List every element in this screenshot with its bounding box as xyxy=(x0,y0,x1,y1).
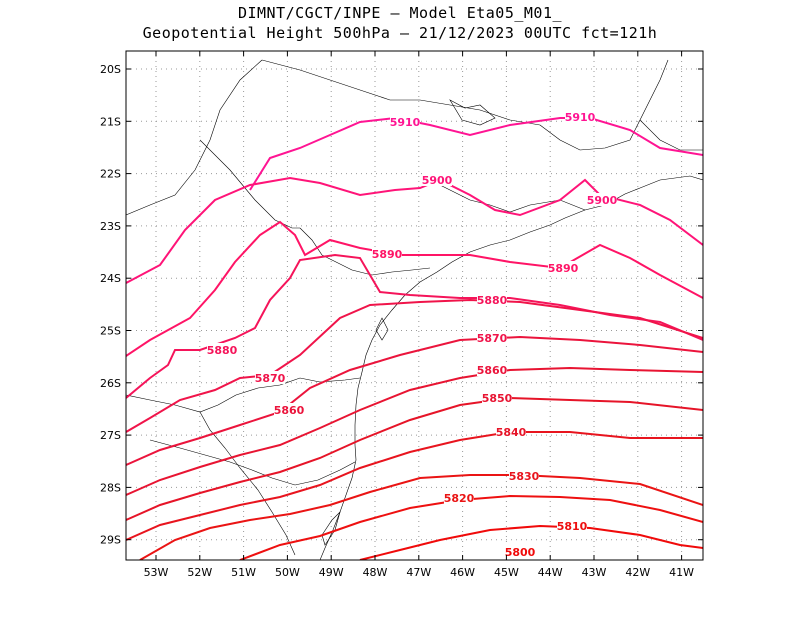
contour-label: 5800 xyxy=(505,546,536,559)
contour-label-bg xyxy=(390,115,420,128)
contour-label: 5890 xyxy=(372,248,403,261)
coastline-and-borders xyxy=(126,59,703,560)
lon-label: 43W xyxy=(582,566,607,579)
contour-label-bg xyxy=(255,371,285,384)
contour-label: 5820 xyxy=(444,492,475,505)
lon-label: 52W xyxy=(187,566,212,579)
border-parana-santa-catarina xyxy=(235,377,361,396)
contour-label-bg xyxy=(557,519,587,532)
map-frame xyxy=(125,50,704,561)
contour-label: 5870 xyxy=(477,332,508,345)
lon-label: 50W xyxy=(275,566,300,579)
contour-label: 5840 xyxy=(496,426,527,439)
contour-label: 5900 xyxy=(422,174,453,187)
lon-label: 45W xyxy=(494,566,519,579)
lon-label: 44W xyxy=(538,566,563,579)
contour-label-bg xyxy=(207,343,237,356)
contour-label: 5910 xyxy=(390,116,421,129)
contour-label-bg xyxy=(422,173,452,186)
lon-label: 49W xyxy=(319,566,344,579)
lat-label: 27S xyxy=(100,429,121,442)
contour-label-bg xyxy=(509,469,539,482)
contour-label: 5810 xyxy=(557,520,588,533)
contour-label-bg xyxy=(565,110,595,123)
contour-label-bg xyxy=(587,193,617,206)
lon-label: 51W xyxy=(231,566,256,579)
state-border-es xyxy=(639,119,703,151)
contour-label: 5880 xyxy=(207,344,238,357)
lat-label: 20S xyxy=(100,63,121,76)
lat-label: 29S xyxy=(100,534,121,547)
contour-5890 xyxy=(126,220,703,357)
contour-label: 5880 xyxy=(477,294,508,307)
contour-label: 5830 xyxy=(509,470,540,483)
contour-label-bg xyxy=(482,391,512,404)
border-ms-sp xyxy=(126,59,263,216)
border-rj-sp xyxy=(429,179,586,213)
contour-label: 5910 xyxy=(565,111,596,124)
contour-5860 xyxy=(126,335,703,466)
contour-5850 xyxy=(126,366,703,496)
contour-label-bg xyxy=(496,425,526,438)
contour-label: 5860 xyxy=(274,404,305,417)
contour-label-bg xyxy=(477,363,507,376)
contour-label-bg xyxy=(548,261,578,274)
contour-5800 xyxy=(359,524,703,560)
lagoon-patos xyxy=(321,510,341,546)
contour-label: 5870 xyxy=(255,372,286,385)
lon-label: 46W xyxy=(450,566,475,579)
contour-label-bg xyxy=(444,491,474,504)
contour-label: 5900 xyxy=(587,194,618,207)
contour-5880 xyxy=(126,253,703,399)
lat-label: 25S xyxy=(100,325,121,338)
contour-label-bg xyxy=(477,293,507,306)
contour-5870 xyxy=(126,298,703,433)
contour-5910 xyxy=(249,116,703,191)
border-argentina xyxy=(126,394,237,413)
river-parana xyxy=(199,139,300,229)
contour-label: 5860 xyxy=(477,364,508,377)
lon-label: 47W xyxy=(406,566,431,579)
border-mg-rj xyxy=(539,59,669,151)
contour-5810 xyxy=(239,494,703,560)
lat-label: 22S xyxy=(100,168,121,181)
contour-label-bg xyxy=(274,403,304,416)
title-line-1: DIMNT/CGCT/INPE – Model Eta05_M01_ xyxy=(237,4,563,22)
contour-5830 xyxy=(126,431,703,541)
lon-label: 53W xyxy=(144,566,169,579)
title-line-2: Geopotential Height 500hPa – 21/12/2023 … xyxy=(142,24,658,42)
lat-label: 28S xyxy=(100,481,121,494)
lat-label: 23S xyxy=(100,220,121,233)
contour-label-bg xyxy=(505,545,535,558)
contour-label: 5890 xyxy=(548,262,579,275)
contour-label-bg xyxy=(372,247,402,260)
contour-label: 5850 xyxy=(482,392,513,405)
island-sc xyxy=(375,317,389,341)
lat-label: 24S xyxy=(100,272,121,285)
contour-5840 xyxy=(126,396,703,521)
contour-5820 xyxy=(139,474,703,560)
lon-label: 41W xyxy=(669,566,694,579)
border-mg-sp xyxy=(261,59,541,126)
contour-label-bg xyxy=(477,331,507,344)
coastline xyxy=(319,175,703,560)
border-parana-sao-paulo xyxy=(299,227,431,276)
lat-label: 21S xyxy=(100,115,121,128)
reservoir xyxy=(449,99,496,126)
lat-label: 26S xyxy=(100,377,121,390)
lon-label: 48W xyxy=(363,566,388,579)
lon-label: 42W xyxy=(625,566,650,579)
border-santa-catarina-rs xyxy=(149,439,356,486)
